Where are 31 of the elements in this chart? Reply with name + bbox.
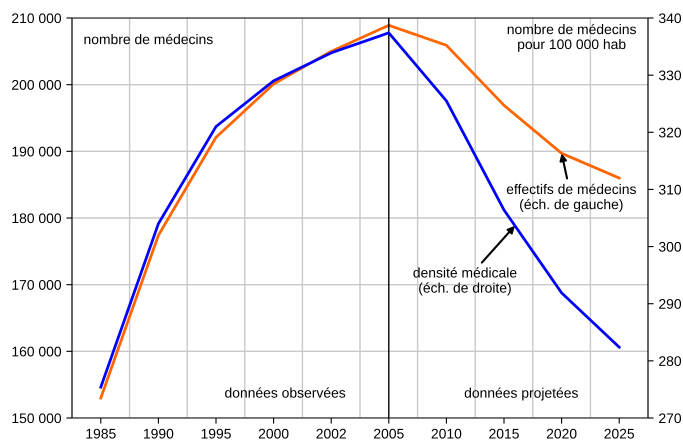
annotation: données projetées [464, 387, 578, 401]
x-tick-label: 2020 [546, 428, 577, 439]
x-tick-label: 1995 [202, 428, 231, 439]
x-tick-label: 2010 [432, 428, 462, 439]
y2-tick-label: 280 [659, 356, 682, 366]
y2-tick-label: 320 [658, 128, 682, 138]
y-axis-title: nombre de médecins [84, 34, 213, 44]
series-label: effectifs de médecins (éch. de gauche) [506, 184, 636, 212]
y-tick-label: 200 000 [12, 80, 62, 90]
y2-tick-label: 330 [658, 70, 682, 80]
x-tick-label: 1985 [86, 428, 116, 439]
y2-axis-title: nombre de médecins pour 100 000 hab [508, 24, 636, 52]
y-tick-label: 170 000 [12, 280, 62, 290]
y-tick-label: 180 000 [12, 213, 62, 224]
y-tick-label: 210 000 [12, 13, 62, 24]
y-tick-label: 160 000 [12, 346, 62, 357]
y2-tick-label: 340 [658, 13, 682, 24]
y2-tick-label: 310 [658, 184, 682, 195]
x-tick-label: 2000 [258, 428, 289, 439]
y-tick-label: 150 000 [12, 413, 62, 424]
x-tick-label: 2015 [489, 428, 519, 439]
y2-tick-label: 270 [659, 413, 682, 424]
y-tick-label: 190 000 [12, 146, 62, 157]
annotation: données observées [225, 387, 346, 398]
y2-tick-label: 300 [658, 242, 682, 252]
series-label: densité médicale (éch. de droite) [413, 267, 516, 296]
y2-tick-label: 290 [659, 299, 682, 309]
x-tick-label: 2002 [316, 428, 346, 439]
x-tick-label: 2025 [604, 428, 634, 439]
x-tick-label: 2005 [374, 428, 404, 439]
x-tick-label: 1990 [144, 428, 174, 439]
